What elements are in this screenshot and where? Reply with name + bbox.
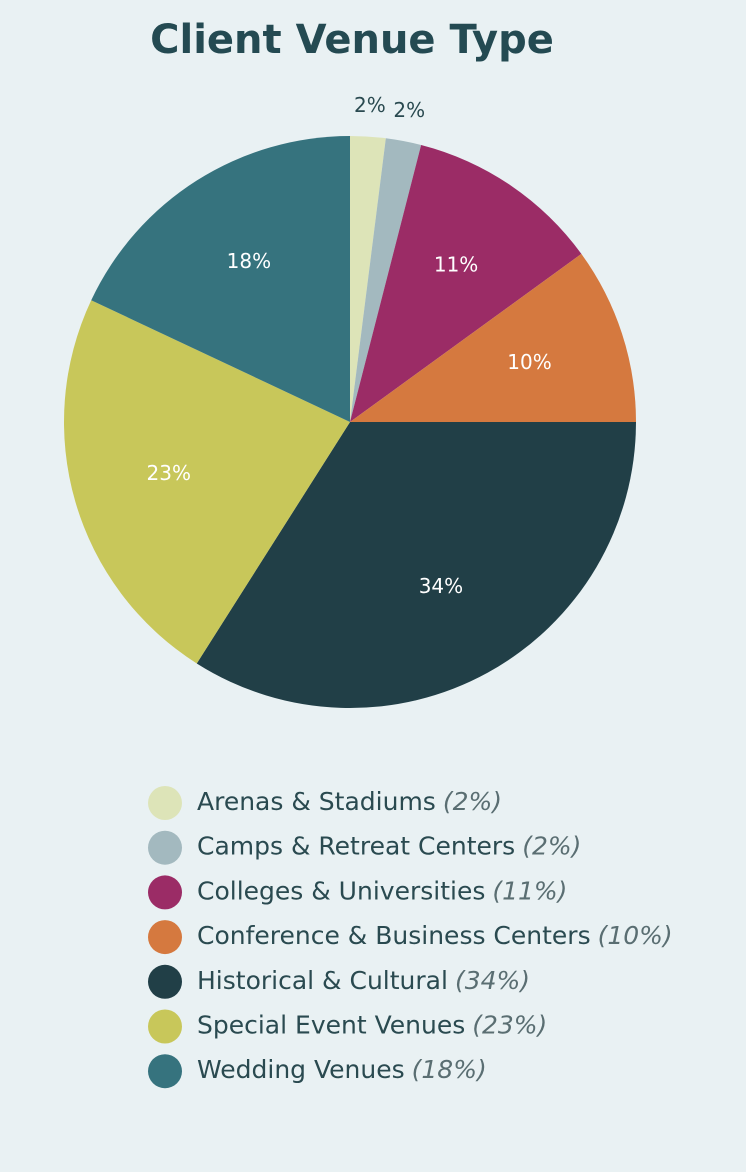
data-label: 11% xyxy=(434,252,478,276)
data-label: 2% xyxy=(354,93,386,117)
pie-slice xyxy=(64,300,350,664)
legend-label: Camps & Retreat Centers xyxy=(197,832,515,861)
legend-value: (10%) xyxy=(598,921,673,950)
legend-label: Wedding Venues xyxy=(197,1055,405,1084)
legend-label: Special Event Venues xyxy=(197,1011,465,1040)
legend-swatch xyxy=(148,786,182,820)
legend-value: (23%) xyxy=(472,1011,547,1040)
legend-entry: Colleges & Universities (11%) xyxy=(197,876,567,905)
pie-slice xyxy=(91,135,351,422)
legend-value: (18%) xyxy=(412,1055,487,1084)
legend-value: (34%) xyxy=(455,966,530,995)
legend-value: (2%) xyxy=(522,832,581,861)
pie-slice xyxy=(350,138,422,422)
legend-label: Historical & Cultural xyxy=(197,966,448,995)
legend-label: Conference & Business Centers xyxy=(197,921,591,950)
legend-entry: Camps & Retreat Centers (2%) xyxy=(197,832,581,861)
chart-title: Client Venue Type xyxy=(150,17,554,63)
legend-entry: Historical & Cultural (34%) xyxy=(197,966,530,995)
legend-value: (2%) xyxy=(443,787,502,816)
legend-swatch xyxy=(148,964,182,999)
data-label: 23% xyxy=(147,461,191,485)
data-label: 34% xyxy=(419,574,463,598)
pie-slice xyxy=(350,253,636,422)
legend-label: Arenas & Stadiums xyxy=(197,787,436,816)
legend-swatch xyxy=(148,1009,182,1044)
legend-swatch xyxy=(148,875,182,910)
legend-entry: Conference & Business Centers (10%) xyxy=(197,921,673,950)
legend-swatch xyxy=(148,1054,182,1089)
pie-slice xyxy=(196,422,636,708)
legend-entry: Special Event Venues (23%) xyxy=(197,1011,547,1040)
legend-value: (11%) xyxy=(492,876,567,905)
legend-swatch xyxy=(148,830,182,865)
legend-label: Colleges & Universities xyxy=(197,876,485,905)
data-label: 18% xyxy=(227,249,271,273)
pie-slice xyxy=(350,136,386,422)
data-label: 2% xyxy=(393,98,425,122)
legend-entry: Arenas & Stadiums (2%) xyxy=(197,787,502,816)
legend-swatch xyxy=(148,920,182,955)
data-label: 10% xyxy=(507,350,551,374)
legend-entry: Wedding Venues (18%) xyxy=(197,1055,487,1084)
pie-slice xyxy=(350,144,582,422)
